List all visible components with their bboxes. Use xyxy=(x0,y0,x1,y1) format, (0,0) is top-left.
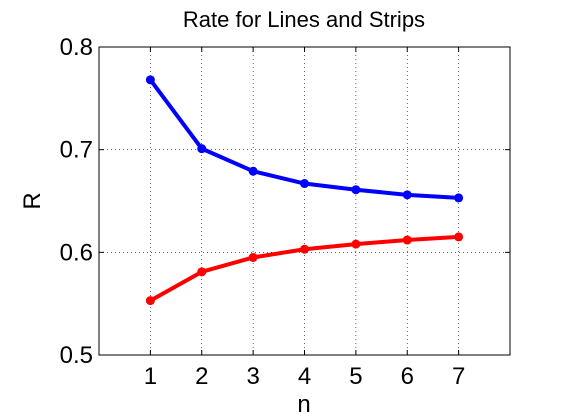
data-series xyxy=(145,75,464,306)
x-tick-label: 5 xyxy=(349,363,362,390)
data-point xyxy=(145,296,155,306)
data-point xyxy=(300,244,309,254)
data-point xyxy=(402,190,412,200)
axis-ticks xyxy=(99,46,510,356)
data-point xyxy=(454,232,464,242)
data-point xyxy=(248,252,258,262)
data-point xyxy=(197,267,207,277)
data-point xyxy=(351,185,361,195)
x-tick-label: 7 xyxy=(452,363,465,390)
y-tick-label: 0.7 xyxy=(60,137,93,164)
series-2 xyxy=(145,232,464,306)
data-point xyxy=(248,166,258,176)
y-tick-label: 0.5 xyxy=(60,342,93,369)
x-tick-label: 3 xyxy=(246,363,259,390)
tick-labels: 1 2 3 4 5 6 7 0.5 0.6 0.7 0.8 xyxy=(60,34,466,390)
data-point xyxy=(351,239,361,249)
y-axis-label: R xyxy=(19,192,46,209)
data-point xyxy=(300,179,309,189)
data-point xyxy=(454,193,464,203)
x-axis-label: n xyxy=(297,391,310,418)
series-1 xyxy=(145,75,464,203)
y-tick-label: 0.8 xyxy=(60,34,93,61)
x-tick-label: 4 xyxy=(298,363,311,390)
y-tick-label: 0.6 xyxy=(60,239,93,266)
x-tick-label: 1 xyxy=(144,363,157,390)
x-tick-label: 6 xyxy=(401,363,414,390)
x-tick-label: 2 xyxy=(195,363,208,390)
chart-title: Rate for Lines and Strips xyxy=(183,7,425,32)
data-point xyxy=(145,75,155,85)
data-point xyxy=(402,235,412,245)
data-point xyxy=(197,144,207,154)
